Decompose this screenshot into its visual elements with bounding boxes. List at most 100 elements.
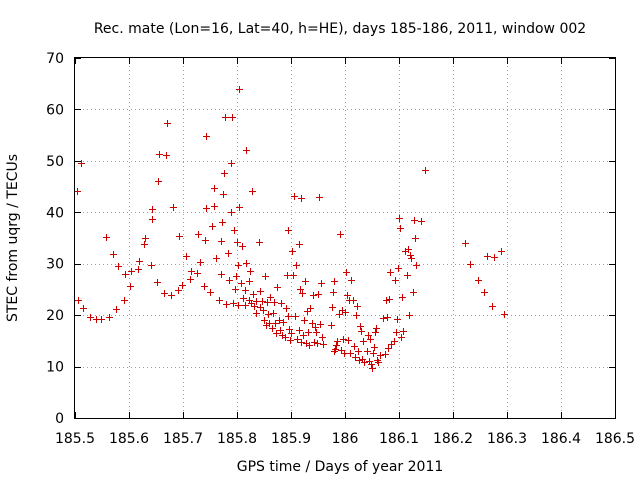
x-tick-label: 185.7	[163, 431, 203, 447]
data-point	[293, 262, 300, 269]
data-point	[352, 354, 359, 361]
data-point	[226, 277, 233, 284]
data-point	[404, 272, 411, 279]
grid-lines	[75, 58, 615, 418]
data-point	[250, 291, 257, 298]
data-point	[361, 359, 368, 366]
data-point	[340, 336, 347, 343]
x-tick-label: 185.5	[55, 431, 95, 447]
data-point	[222, 114, 229, 121]
data-point	[351, 343, 358, 350]
data-point	[168, 292, 175, 299]
data-point	[286, 326, 293, 333]
y-tick-label: 20	[46, 308, 64, 324]
data-points	[74, 86, 508, 372]
data-point	[491, 254, 498, 261]
x-tick-label: 186.4	[541, 431, 581, 447]
data-point	[371, 344, 378, 351]
data-point	[256, 239, 263, 246]
data-point	[234, 239, 241, 246]
data-point	[368, 361, 375, 368]
data-point	[300, 332, 307, 339]
data-point	[113, 306, 120, 313]
data-point	[484, 253, 491, 260]
data-point	[399, 294, 406, 301]
data-point	[247, 268, 254, 275]
axis-ticks	[75, 58, 616, 419]
data-point	[230, 300, 237, 307]
data-point	[395, 265, 402, 272]
y-tick-label: 0	[55, 411, 64, 427]
data-point	[344, 292, 351, 299]
data-point	[231, 227, 238, 234]
data-point	[136, 258, 143, 265]
data-point	[221, 170, 228, 177]
data-point	[481, 289, 488, 296]
data-point	[348, 277, 355, 284]
data-point	[257, 304, 264, 311]
x-tick-label: 185.6	[109, 431, 149, 447]
data-point	[148, 262, 155, 269]
data-point	[380, 315, 387, 322]
data-point	[156, 151, 163, 158]
data-point	[87, 314, 94, 321]
data-point	[407, 252, 414, 259]
data-point	[106, 314, 113, 321]
data-point	[296, 327, 303, 334]
data-point	[319, 334, 326, 341]
data-point	[246, 278, 253, 285]
data-point	[251, 303, 258, 310]
data-point	[320, 341, 327, 348]
data-point	[394, 316, 401, 323]
data-point	[391, 338, 398, 345]
data-point	[392, 277, 399, 284]
data-point	[462, 240, 469, 247]
data-point	[271, 299, 278, 306]
data-point	[240, 295, 247, 302]
data-point	[385, 345, 392, 352]
data-point	[223, 301, 230, 308]
data-point	[203, 133, 210, 140]
data-point	[228, 160, 235, 167]
data-point	[161, 290, 168, 297]
data-point	[328, 322, 335, 329]
data-point	[235, 262, 242, 269]
data-point	[287, 337, 294, 344]
data-point	[358, 328, 365, 335]
data-point	[336, 311, 343, 318]
data-point	[267, 294, 274, 301]
data-point	[298, 339, 305, 346]
data-point	[243, 260, 250, 267]
data-point	[229, 114, 236, 121]
data-point	[367, 336, 374, 343]
data-point	[316, 194, 323, 201]
data-point	[410, 289, 417, 296]
data-point	[365, 332, 372, 339]
x-tick-label: 186.3	[487, 431, 527, 447]
data-point	[334, 338, 341, 345]
data-point	[103, 234, 110, 241]
data-point	[280, 319, 287, 326]
data-point	[201, 283, 208, 290]
data-point	[333, 342, 340, 349]
data-point	[266, 320, 273, 327]
data-point	[238, 280, 245, 287]
data-point	[290, 272, 297, 279]
data-point	[312, 324, 319, 331]
data-point	[342, 309, 349, 316]
data-point	[304, 308, 311, 315]
data-point	[377, 352, 384, 359]
data-point	[243, 147, 250, 154]
data-point	[315, 291, 322, 298]
data-point	[188, 268, 195, 275]
data-point	[341, 350, 348, 357]
data-point	[422, 167, 429, 174]
data-point	[253, 310, 260, 317]
y-tick-labels: 0 10 20 30 40 50 60 70	[46, 51, 64, 427]
data-point	[318, 280, 325, 287]
data-point	[213, 255, 220, 262]
x-axis-label: GPS time / Days of year 2011	[237, 459, 444, 475]
data-point	[197, 259, 204, 266]
data-point	[233, 273, 240, 280]
data-point	[372, 329, 379, 336]
